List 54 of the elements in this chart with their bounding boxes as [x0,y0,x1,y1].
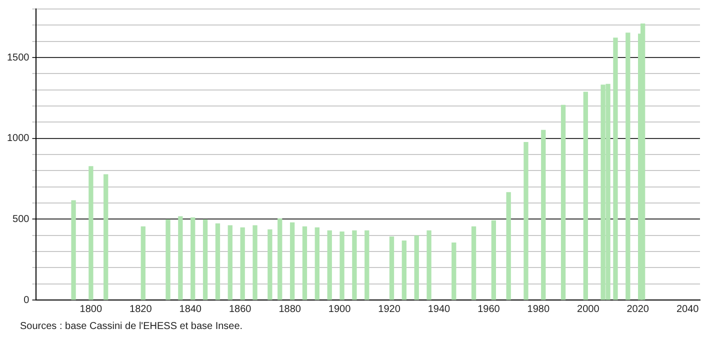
bar [524,142,528,300]
bar [560,104,566,300]
x-tick-label: 1860 [228,304,252,315]
bar [190,217,196,300]
bar [402,240,406,300]
bar [506,192,511,300]
bar [71,200,76,300]
x-tick-label: 1960 [478,304,500,315]
bar [491,220,496,300]
y-tick-label: 500 [12,214,30,225]
bar [352,230,357,300]
bar [166,219,170,300]
bar [314,227,320,300]
x-tick-label: 2020 [626,304,650,315]
bar [104,174,108,300]
bar [613,38,618,300]
bar [583,92,588,300]
bar [140,226,146,300]
bar [426,230,432,300]
x-tick-label: 2040 [676,304,700,315]
x-tick-label: 1880 [278,304,302,315]
source-note: Sources : base Cassini de l'EHESS et base Insee. [20,321,243,332]
x-tick-label: 1800 [80,304,102,315]
bar [541,130,546,300]
bar [340,231,344,300]
bar [452,242,456,300]
bar [364,230,370,300]
bar [389,236,394,300]
bar [215,223,220,300]
bar [202,219,208,300]
bar [88,166,94,300]
bar [228,225,232,300]
bar [471,226,476,300]
x-tick-label: 1940 [428,304,451,315]
bar [290,222,295,300]
bar [240,227,245,300]
bar [178,216,183,300]
bar [640,24,646,300]
x-tick-label: 1820 [130,304,152,315]
x-tick-label: 1920 [378,304,401,315]
bar [252,225,258,300]
bar [278,218,282,300]
bar [327,230,332,300]
bar [302,226,308,300]
bar [268,229,272,300]
y-tick-label: 1500 [6,52,30,64]
x-tick-label: 1980 [527,304,550,315]
bar [626,32,630,300]
x-tick-label: 2000 [577,304,600,315]
y-tick-label: 1000 [6,133,30,144]
y-tick-label: 0 [24,294,30,306]
x-tick-label: 1900 [328,304,352,315]
x-tick-label: 1840 [179,304,202,315]
bar [414,235,419,300]
